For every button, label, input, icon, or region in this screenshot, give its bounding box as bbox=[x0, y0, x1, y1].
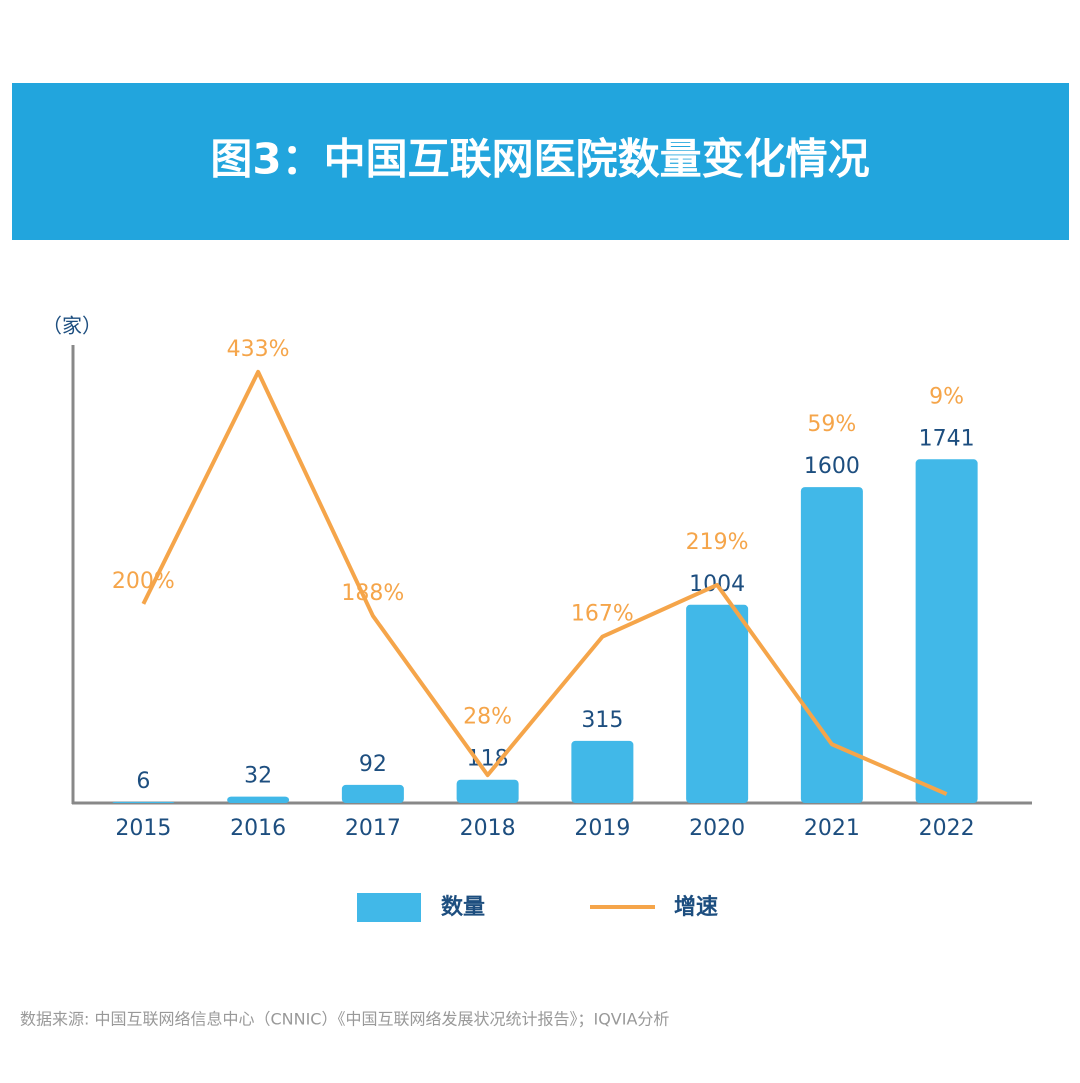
growth-label: 59% bbox=[807, 412, 856, 437]
bar-value-label: 32 bbox=[244, 764, 272, 789]
growth-label: 433% bbox=[227, 337, 290, 362]
bar bbox=[686, 604, 749, 803]
x-tick-label: 2022 bbox=[919, 816, 975, 841]
growth-label: 167% bbox=[571, 602, 634, 627]
bar bbox=[915, 459, 978, 803]
growth-label: 28% bbox=[463, 705, 512, 730]
bar-value-label: 1600 bbox=[804, 454, 860, 479]
x-tick-label: 2021 bbox=[804, 816, 860, 841]
source-note: 数据来源: 中国互联网络信息中心（CNNIC）《中国互联网络发展状况统计报告》；… bbox=[20, 1010, 669, 1029]
bar-value-label: 92 bbox=[359, 752, 387, 777]
x-tick-label: 2019 bbox=[574, 816, 630, 841]
bar bbox=[571, 740, 634, 803]
chart-title: 图3：中国互联网医院数量变化情况 bbox=[210, 135, 869, 184]
x-tick-label: 2020 bbox=[689, 816, 745, 841]
legend-label: 数量 bbox=[441, 894, 485, 920]
x-tick-label: 2015 bbox=[115, 816, 171, 841]
x-tick-label: 2017 bbox=[345, 816, 401, 841]
growth-label: 219% bbox=[686, 530, 749, 555]
growth-label: 188% bbox=[341, 581, 404, 606]
legend-label: 增速 bbox=[674, 894, 718, 920]
bar bbox=[456, 779, 519, 803]
bar bbox=[112, 801, 175, 803]
bar bbox=[227, 796, 290, 803]
title-banner bbox=[12, 83, 1069, 240]
bar-value-label: 1741 bbox=[919, 426, 975, 451]
x-tick-label: 2016 bbox=[230, 816, 286, 841]
bar-value-label: 315 bbox=[581, 708, 623, 733]
bar bbox=[341, 784, 404, 803]
x-tick-label: 2018 bbox=[460, 816, 516, 841]
unit-label: （家） bbox=[42, 314, 102, 338]
growth-label: 9% bbox=[929, 384, 964, 409]
bar-value-label: 6 bbox=[136, 769, 150, 794]
growth-label: 200% bbox=[112, 569, 175, 594]
growth-line bbox=[141, 369, 948, 796]
legend-swatch bbox=[357, 893, 421, 922]
